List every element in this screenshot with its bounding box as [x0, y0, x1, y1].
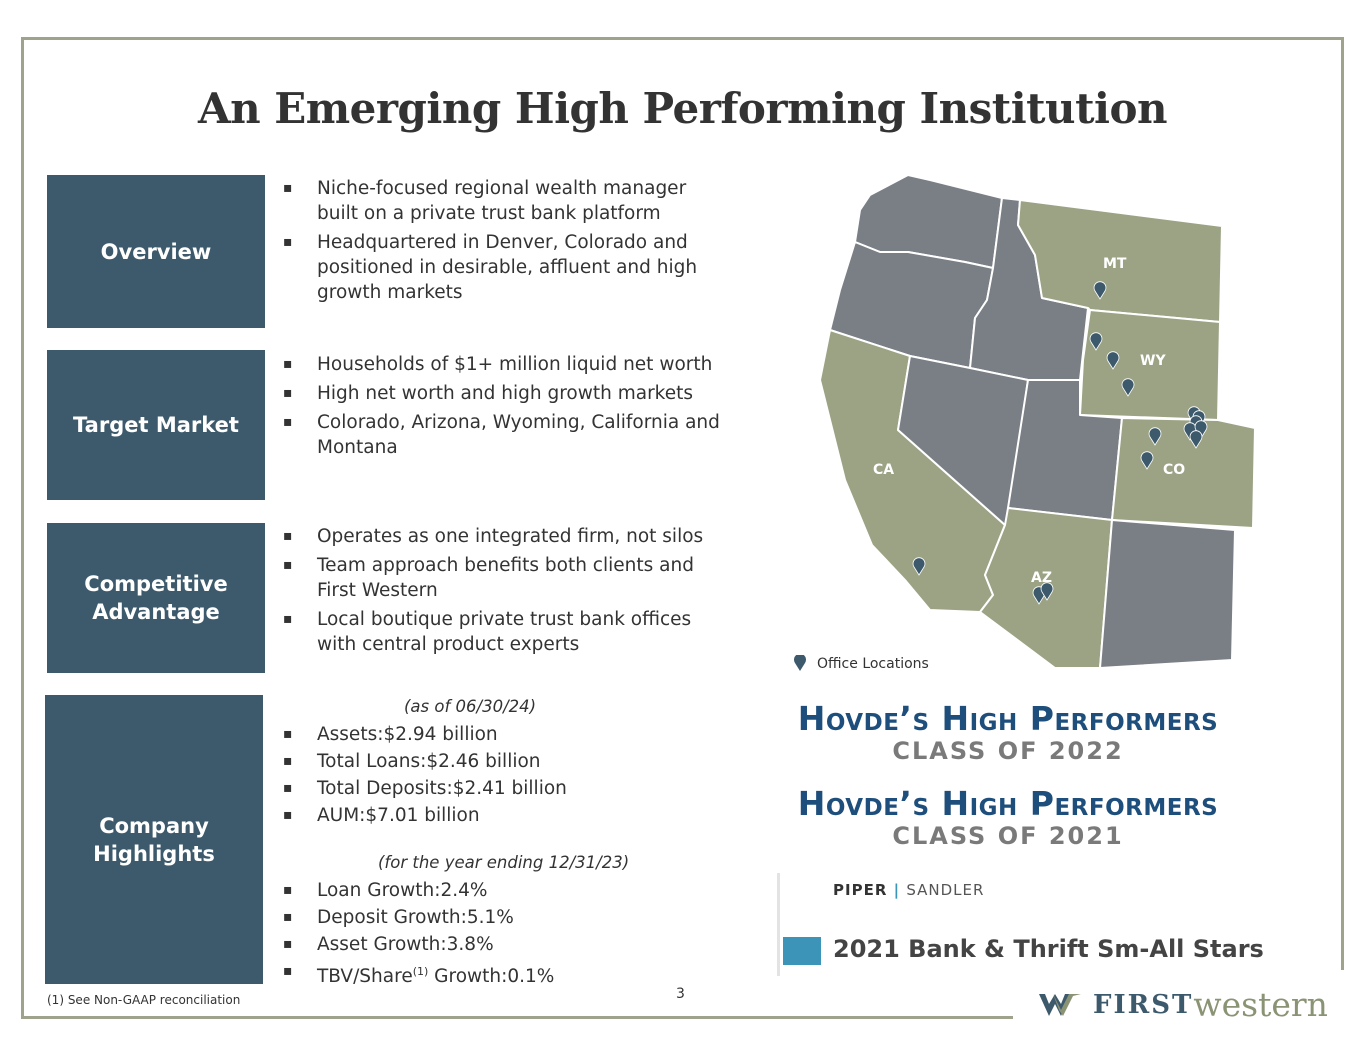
target-market-bullet: Households of $1+ million liquid net wor… — [283, 352, 733, 377]
state-label-mt: MT — [1103, 256, 1127, 272]
pin-icon — [1148, 427, 1162, 446]
company-highlights-label-line1: Company — [99, 813, 209, 838]
pin-icon — [1040, 582, 1054, 601]
metric-row: Total Loans:$2.46 billion — [283, 748, 703, 775]
metric-value: 2.4% — [440, 880, 488, 901]
pin-icon — [1140, 451, 1154, 470]
page-title: An Emerging High Performing Institution — [197, 84, 1168, 133]
metric-label: Total Deposits: — [317, 778, 453, 799]
pin-icon — [1189, 430, 1203, 449]
frame-right — [1341, 37, 1344, 970]
target-market-bullets: Households of $1+ million liquid net wor… — [283, 352, 733, 464]
metric-value: 3.8% — [446, 934, 494, 955]
state-label-co: CO — [1163, 462, 1185, 478]
metric-row: Asset Growth:3.8% — [283, 931, 703, 958]
overview-bullet: Headquartered in Denver, Colorado and po… — [283, 230, 703, 305]
competitive-advantage-bullet: Local boutique private trust bank office… — [283, 607, 713, 657]
metric-value: $2.46 billion — [426, 751, 541, 772]
company-highlights-label-line2: Highlights — [93, 841, 215, 866]
pin-icon — [1194, 420, 1208, 439]
metric-label-pre: TBV/Share — [317, 966, 413, 988]
piper-text: PIPER — [833, 881, 888, 899]
overview-bullet: Niche-focused regional wealth manager bu… — [283, 176, 703, 226]
company-highlights-label: Company Highlights — [45, 695, 263, 984]
overview-bullets: Niche-focused regional wealth manager bu… — [283, 176, 703, 309]
footnote: (1) See Non-GAAP reconciliation — [47, 993, 241, 1007]
pin-icon — [794, 655, 806, 671]
state-label-az: AZ — [1031, 570, 1052, 586]
state-label-ca: CA — [873, 462, 894, 478]
metric-label: Total Loans: — [317, 751, 427, 772]
page-number: 3 — [676, 986, 685, 1002]
pin-icon — [1106, 351, 1120, 370]
state-label-wy: WY — [1140, 353, 1166, 369]
metric-row: Assets:$2.94 billion — [283, 721, 703, 748]
competitive-advantage-bullet: Operates as one integrated firm, not sil… — [283, 524, 713, 549]
metric-label: TBV/Share(1) Growth: — [317, 965, 508, 988]
balance-metrics: Assets:$2.94 billion Total Loans:$2.46 b… — [283, 721, 703, 829]
state-nm — [1099, 519, 1236, 669]
frame-bottom — [21, 1016, 1013, 1019]
hovde-class: CLASS OF 2021 — [892, 822, 1124, 850]
metric-value: 5.1% — [466, 907, 514, 928]
competitive-advantage-bullet: Team approach benefits both clients and … — [283, 553, 713, 603]
award-divider — [777, 873, 780, 976]
metric-row: Loan Growth:2.4% — [283, 877, 703, 904]
metric-value: $2.94 billion — [383, 724, 498, 745]
metric-label: Deposit Growth: — [317, 907, 467, 928]
hovde-title: Hovde’s High Performers — [797, 784, 1219, 823]
metric-value: $2.41 billion — [452, 778, 567, 799]
target-market-bullet: High net worth and high growth markets — [283, 381, 733, 406]
target-market-bullet: Colorado, Arizona, Wyoming, California a… — [283, 410, 733, 460]
competitive-advantage-bullets: Operates as one integrated firm, not sil… — [283, 524, 713, 661]
logo-first: FIRST — [1093, 989, 1194, 1020]
metric-label-post: Growth: — [428, 966, 508, 988]
state-wy — [1079, 309, 1221, 421]
metric-label: AUM: — [317, 805, 366, 826]
first-western-logo: FIRST western — [1037, 985, 1328, 1024]
logo-western: western — [1193, 985, 1328, 1024]
hovde-title: Hovde’s High Performers — [797, 699, 1219, 738]
asof-date-1: (as of 06/30/24) — [404, 697, 537, 716]
western-states-map: MT WY CO CA AZ — [819, 174, 1256, 669]
pin-icon — [1121, 378, 1135, 397]
hovde-class: CLASS OF 2022 — [892, 737, 1124, 765]
metric-label: Asset Growth: — [317, 934, 447, 955]
metric-row: AUM:$7.01 billion — [283, 802, 703, 829]
pin-icon — [912, 557, 926, 576]
metric-label: Assets: — [317, 724, 384, 745]
target-market-label-text: Target Market — [73, 413, 239, 437]
competitive-advantage-label-line1: Competitive — [84, 572, 228, 596]
frame-left — [21, 37, 24, 1019]
logo-bar: | — [887, 881, 907, 899]
piper-sandler-logo: PIPER | SANDLER — [833, 881, 984, 899]
allstar-badge — [783, 937, 821, 965]
map-legend: Office Locations — [793, 655, 929, 673]
w-logo-icon — [1039, 993, 1081, 1016]
office-pins — [912, 281, 1208, 605]
metric-row: Deposit Growth:5.1% — [283, 904, 703, 931]
footnote-marker: (1) — [412, 965, 429, 978]
overview-label: Overview — [47, 175, 265, 328]
allstar-award: 2021 Bank & Thrift Sm-All Stars — [833, 935, 1264, 963]
metric-row: TBV/Share(1) Growth:0.1% — [283, 958, 703, 990]
metric-value: $7.01 billion — [365, 805, 480, 826]
metric-row: Total Deposits:$2.41 billion — [283, 775, 703, 802]
pin-icon — [1093, 281, 1107, 300]
hovde-award-2022: Hovde’s High Performers CLASS OF 2022 — [728, 699, 1288, 766]
growth-metrics: Loan Growth:2.4% Deposit Growth:5.1% Ass… — [283, 877, 703, 990]
frame-top — [21, 37, 1344, 40]
overview-label-text: Overview — [100, 239, 212, 264]
target-market-label: Target Market — [47, 350, 265, 500]
competitive-advantage-label-line2: Advantage — [92, 600, 220, 624]
competitive-advantage-label: Competitive Advantage — [47, 523, 265, 673]
pin-icon — [1089, 332, 1103, 351]
asof-date-2: (for the year ending 12/31/23) — [378, 853, 630, 872]
hovde-award-2021: Hovde’s High Performers CLASS OF 2021 — [728, 784, 1288, 851]
sandler-text: SANDLER — [906, 881, 985, 899]
legend-label: Office Locations — [817, 656, 929, 672]
metric-label: Loan Growth: — [317, 880, 441, 901]
state-mt — [1017, 199, 1223, 323]
metric-value: 0.1% — [507, 966, 555, 988]
